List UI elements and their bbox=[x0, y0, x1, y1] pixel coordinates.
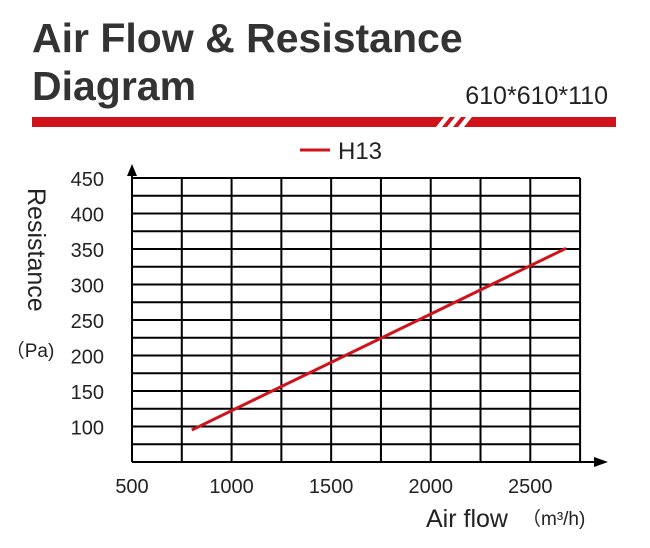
title-line-1: Air Flow & Resistance bbox=[32, 15, 463, 61]
x-tick-label: 2000 bbox=[408, 476, 453, 498]
tick-labels: 100 150 200 250 300 350 400 450 500 1000 1500 2000 2… bbox=[71, 169, 553, 498]
divider-slash-1 bbox=[436, 117, 450, 127]
series-line-h13 bbox=[191, 246, 567, 432]
grid-layer bbox=[132, 177, 582, 462]
x-tick-label: 2500 bbox=[508, 476, 553, 498]
y-tick-label: 400 bbox=[71, 205, 104, 227]
x-tick-label: 500 bbox=[115, 476, 148, 498]
series-layer bbox=[191, 246, 567, 432]
header-divider-bar bbox=[32, 117, 616, 127]
x-axis-arrow bbox=[594, 457, 608, 467]
x-tick-label: 1000 bbox=[209, 476, 254, 498]
legend: H13 bbox=[300, 138, 382, 165]
y-axis-unit: （Pa) bbox=[6, 340, 55, 362]
y-axis-arrow bbox=[127, 164, 137, 176]
title-line-2: Diagram bbox=[32, 63, 197, 109]
page-title: Air Flow & Resistance Diagram bbox=[32, 14, 463, 110]
y-tick-label: 300 bbox=[71, 276, 104, 298]
axis-labels: Resistance （Pa) Air flow （m³/h) bbox=[6, 188, 586, 533]
y-tick-label: 150 bbox=[71, 382, 104, 404]
divider-slash-3 bbox=[458, 117, 472, 127]
y-axis-label: Resistance bbox=[22, 188, 50, 312]
divider-slash-2 bbox=[447, 117, 461, 127]
x-axis-label: Air flow bbox=[426, 505, 509, 533]
y-tick-label: 450 bbox=[71, 169, 104, 191]
x-tick-label: 1500 bbox=[309, 476, 354, 498]
filter-size-label: 610*610*110 bbox=[465, 82, 608, 110]
axis-layer bbox=[127, 164, 608, 467]
y-tick-label: 200 bbox=[71, 347, 104, 369]
x-axis-unit: （m³/h) bbox=[522, 508, 585, 530]
y-tick-label: 100 bbox=[71, 418, 104, 440]
y-tick-label: 350 bbox=[71, 240, 104, 262]
divider-fill bbox=[32, 117, 616, 127]
legend-label: H13 bbox=[338, 138, 382, 165]
y-tick-label: 250 bbox=[71, 311, 104, 333]
